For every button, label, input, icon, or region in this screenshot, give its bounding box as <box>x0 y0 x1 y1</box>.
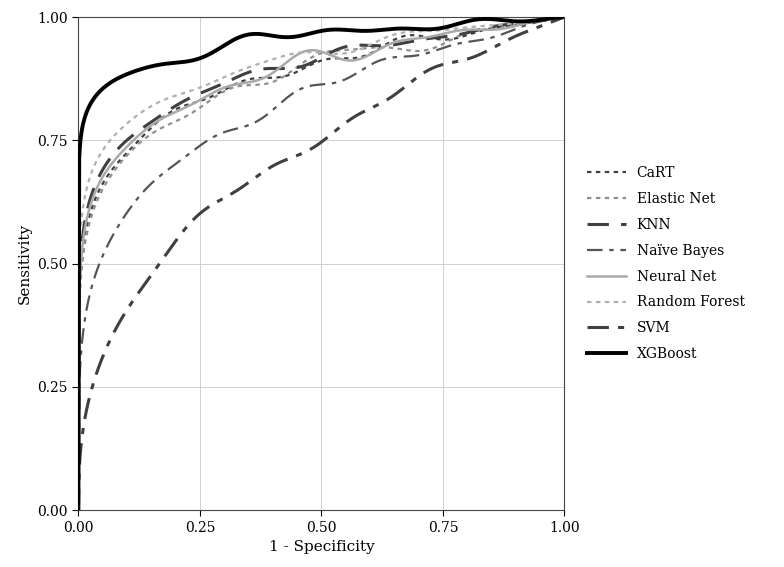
Legend: CaRT, Elastic Net, KNN, Naïve Bayes, Neural Net, Random Forest, SVM, XGBoost: CaRT, Elastic Net, KNN, Naïve Bayes, Neu… <box>581 161 750 366</box>
X-axis label: 1 - Specificity: 1 - Specificity <box>269 540 374 555</box>
Y-axis label: Sensitivity: Sensitivity <box>18 223 32 304</box>
